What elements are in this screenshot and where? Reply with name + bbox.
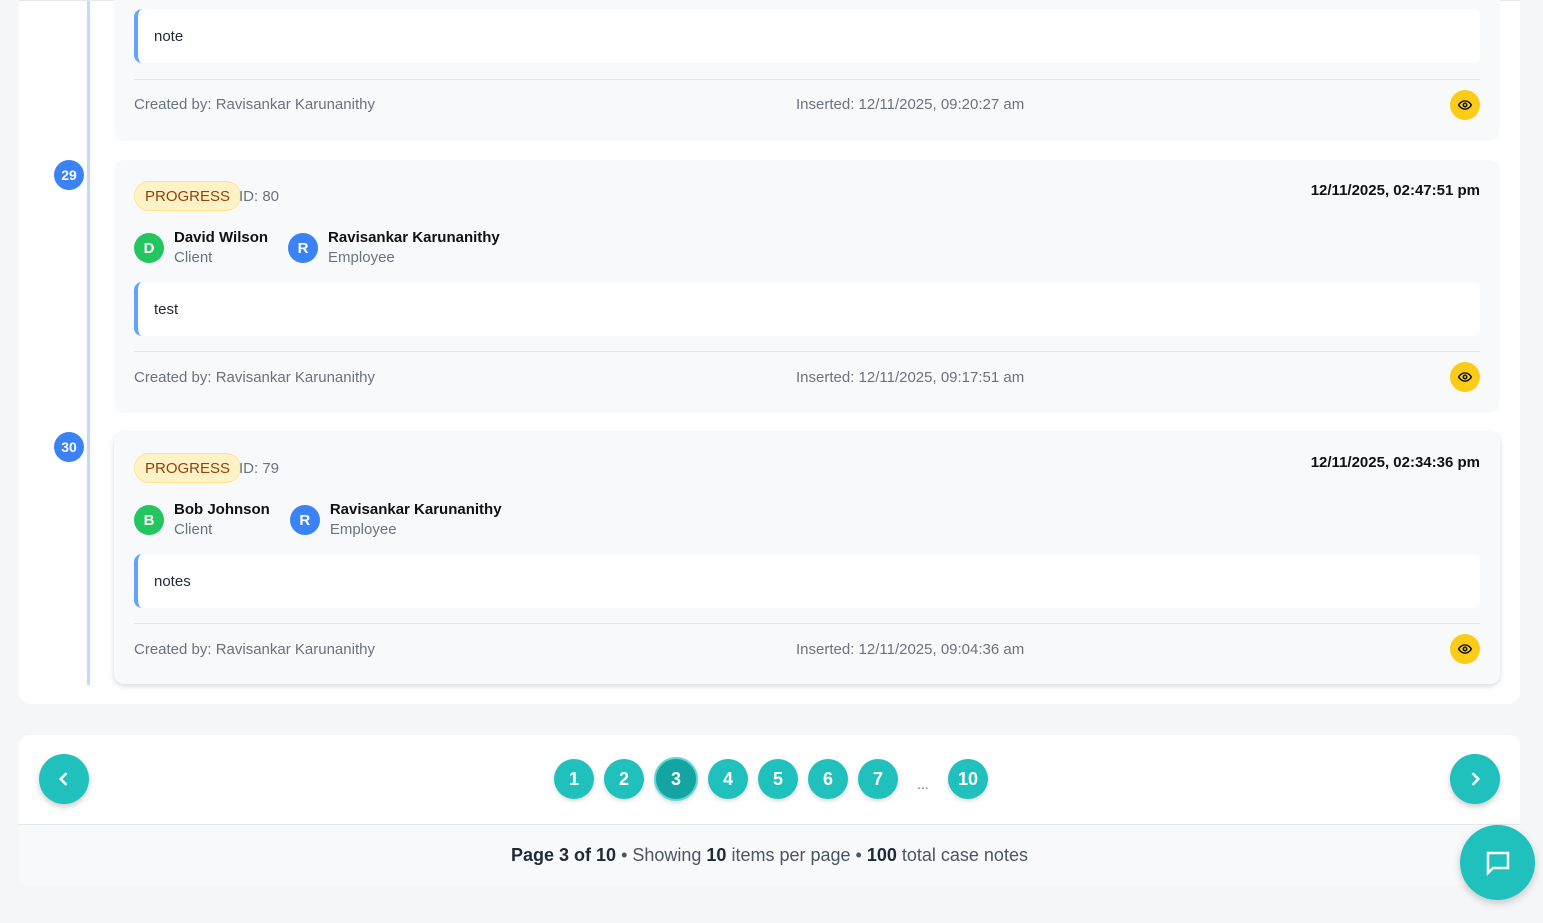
- eye-icon: [1458, 644, 1472, 654]
- page-7-button[interactable]: 7: [858, 759, 898, 799]
- pagination-ellipsis: ...: [917, 776, 929, 792]
- eye-icon: [1458, 100, 1472, 110]
- summary-text: items per page •: [726, 844, 867, 865]
- note-id: ID: 80: [239, 188, 280, 205]
- person-name: David Wilson: [174, 229, 269, 246]
- employee-person: R Ravisankar Karunanithy Employee: [289, 500, 502, 540]
- page-10-button[interactable]: 10: [948, 759, 988, 799]
- timeline-index: 29: [54, 160, 84, 190]
- note-content: notes: [134, 554, 1480, 608]
- divider: [134, 79, 1480, 80]
- person-role: Employee: [329, 521, 397, 538]
- case-note-card: PROGRESS ID: 80 12/11/2025, 02:47:51 pm …: [114, 160, 1500, 413]
- page-3-button[interactable]: 3: [654, 757, 698, 801]
- divider: [134, 351, 1480, 352]
- type-badge: PROGRESS: [134, 181, 242, 211]
- view-button[interactable]: [1450, 362, 1480, 392]
- page-6-button[interactable]: 6: [808, 759, 848, 799]
- inserted-time: Inserted: 12/11/2025, 09:20:27 am: [796, 96, 1025, 113]
- person-name: Ravisankar Karunanithy: [328, 229, 500, 246]
- page-1-button[interactable]: 1: [554, 759, 594, 799]
- view-button[interactable]: [1450, 90, 1480, 120]
- created-by: Created by: Ravisankar Karunanithy: [134, 96, 375, 113]
- chevron-left-icon: [58, 772, 68, 786]
- summary-text: total case notes: [896, 844, 1028, 865]
- chat-button[interactable]: [1460, 825, 1535, 900]
- note-id: ID: 79: [239, 460, 280, 477]
- per-page-count: 10: [706, 844, 727, 865]
- pagination-summary: Page 3 of 10 • Showing 10 items per page…: [19, 824, 1520, 885]
- avatar: D: [134, 233, 164, 263]
- case-note-card: note Created by: Ravisankar Karunanithy …: [114, 0, 1500, 141]
- chat-icon: [1486, 851, 1509, 876]
- note-content: test: [134, 282, 1480, 336]
- page-5-button[interactable]: 5: [758, 759, 798, 799]
- chevron-right-icon: [1471, 772, 1481, 786]
- eye-icon: [1458, 372, 1472, 382]
- summary-text: • Showing: [616, 844, 707, 865]
- prev-page-button[interactable]: [39, 754, 89, 804]
- avatar: R: [289, 505, 320, 535]
- employee-person: R Ravisankar Karunanithy Employee: [288, 228, 500, 268]
- inserted-time: Inserted: 12/11/2025, 09:04:36 am: [796, 641, 1025, 658]
- person-role: Employee: [328, 249, 395, 266]
- type-badge: PROGRESS: [134, 453, 242, 483]
- client-person: D David Wilson Client: [134, 228, 268, 268]
- page-label: Page 3 of 10: [511, 844, 617, 865]
- note-content: note: [134, 9, 1480, 63]
- person-name: Ravisankar Karunanithy: [329, 501, 502, 518]
- avatar: B: [134, 505, 164, 535]
- case-note-card: PROGRESS ID: 79 12/11/2025, 02:34:36 pm …: [114, 432, 1500, 684]
- timeline-index: 30: [54, 432, 84, 462]
- created-by: Created by: Ravisankar Karunanithy: [134, 369, 375, 386]
- timeline-line: [87, 1, 90, 685]
- view-button[interactable]: [1450, 634, 1480, 664]
- person-role: Client: [174, 249, 213, 266]
- page-4-button[interactable]: 4: [708, 759, 748, 799]
- client-person: B Bob Johnson Client: [134, 500, 270, 540]
- next-page-button[interactable]: [1450, 754, 1500, 804]
- pagination: 1 2 3 4 5 6 7... 10 Page 3 of 10 • Showing 10 i…: [19, 735, 1520, 885]
- person-name: Bob Johnson: [174, 501, 270, 518]
- page-2-button[interactable]: 2: [604, 759, 644, 799]
- note-date: 12/11/2025, 02:47:51 pm: [1310, 182, 1480, 199]
- total-count: 100: [866, 844, 897, 865]
- avatar: R: [288, 233, 319, 263]
- person-role: Client: [174, 521, 213, 538]
- created-by: Created by: Ravisankar Karunanithy: [134, 641, 375, 658]
- note-date: 12/11/2025, 02:34:36 pm: [1310, 454, 1480, 471]
- divider: [134, 623, 1480, 624]
- inserted-time: Inserted: 12/11/2025, 09:17:51 am: [796, 369, 1025, 386]
